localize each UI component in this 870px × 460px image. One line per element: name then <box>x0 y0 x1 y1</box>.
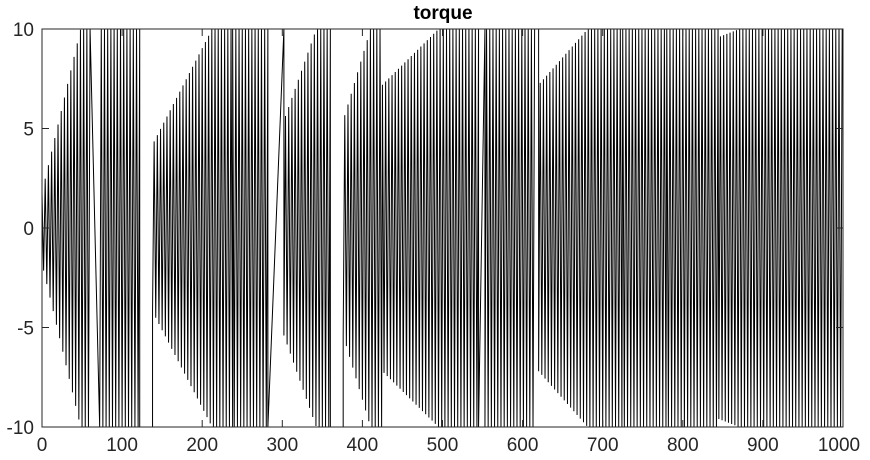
y-tick-label: 0 <box>23 219 34 240</box>
x-tick-label: 0 <box>37 435 48 456</box>
y-tick-label: 5 <box>23 120 34 141</box>
chart-title: torque <box>413 3 472 24</box>
x-tick-label: 400 <box>347 435 379 456</box>
x-tick-label: 900 <box>747 435 779 456</box>
x-tick-label: 100 <box>106 435 138 456</box>
x-axis: 0 100 200 300 400 500 600 700 800 900 1000 <box>37 29 860 456</box>
x-tick-label: 1000 <box>818 435 860 456</box>
x-tick-label: 600 <box>507 435 539 456</box>
x-tick-label: 700 <box>587 435 619 456</box>
x-tick-label: 300 <box>266 435 298 456</box>
y-tick-label: -5 <box>17 319 34 340</box>
y-tick-label: -10 <box>7 418 34 439</box>
y-axis: -10 -5 0 5 10 <box>7 20 843 439</box>
x-tick-label: 800 <box>667 435 699 456</box>
x-tick-label: 500 <box>427 435 459 456</box>
x-tick-label: 200 <box>186 435 218 456</box>
torque-series-line <box>42 29 843 427</box>
y-tick-label: 10 <box>13 20 34 41</box>
